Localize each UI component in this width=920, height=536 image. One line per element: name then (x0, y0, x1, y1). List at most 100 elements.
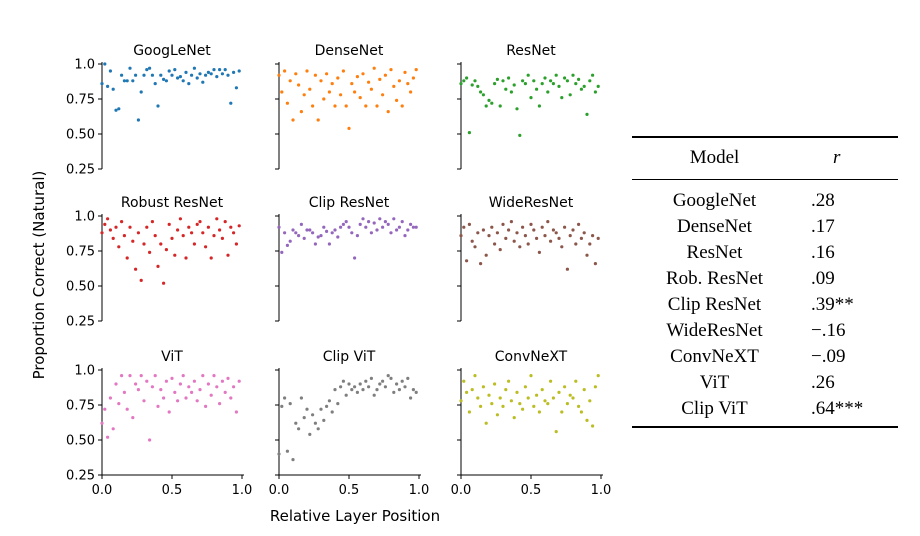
scatter-point (164, 379, 168, 383)
scatter-point (355, 390, 359, 394)
scatter-point (237, 224, 241, 228)
scatter-point (220, 72, 224, 76)
scatter-point (178, 75, 182, 79)
scatter-point (383, 220, 387, 224)
scatter-point (344, 393, 348, 397)
scatter-point (223, 68, 227, 72)
scatter-point (479, 90, 483, 94)
scatter-point (229, 101, 233, 105)
scatter-point (504, 236, 508, 240)
scatter-point (523, 234, 528, 238)
scatter-point (459, 82, 463, 86)
scatter-point (493, 82, 497, 86)
scatter-point (386, 110, 390, 114)
scatter-point (350, 388, 354, 392)
scatter-point (128, 66, 132, 70)
scatter-point (204, 404, 208, 408)
scatter-point (294, 231, 298, 235)
scatter-point (181, 79, 185, 83)
scatter-point (515, 231, 519, 235)
scatter-point (128, 374, 132, 378)
scatter-point (372, 393, 376, 397)
y-tick-label: 0.50 (66, 128, 95, 143)
scatter-point (554, 430, 558, 434)
scatter-point (316, 427, 320, 431)
scatter-point (344, 220, 348, 224)
scatter-point (305, 69, 309, 73)
panels: GoogLeNet 0.25 0.50 0.75 1.0 DenseNet ResNet Ro… (66, 43, 611, 498)
scatter-point (560, 96, 564, 100)
scatter-point (226, 253, 230, 257)
scatter-point (234, 410, 238, 414)
scatter-point (526, 242, 530, 246)
scatter-point (504, 87, 508, 91)
scatter-point (470, 83, 474, 87)
scatter-point (381, 225, 385, 229)
scatter-point (546, 90, 550, 94)
scatter-point (484, 104, 488, 108)
scatter-point (381, 379, 385, 383)
scatter-point (532, 79, 536, 83)
scatter-point (223, 220, 227, 224)
y-tick-label: 1.0 (74, 58, 95, 73)
scatter-point (125, 407, 129, 411)
scatter-point (173, 253, 177, 257)
scatter-point (336, 402, 340, 406)
scatter-point (465, 259, 469, 263)
scatter-point (148, 250, 152, 254)
scatter-point (313, 421, 317, 425)
scatter-point (299, 396, 303, 400)
correlation-table: Model r GoogleNet .28 DenseNet .17 ResNet.… (632, 136, 898, 428)
scatter-point (582, 231, 586, 235)
scatter-point (549, 239, 553, 243)
scatter-point (369, 231, 373, 235)
scatter-point (383, 73, 387, 77)
scatter-point (347, 126, 351, 130)
scatter-point (178, 382, 182, 386)
scatter-point (470, 388, 474, 392)
scatter-point (192, 379, 196, 383)
scatter-point (498, 248, 502, 252)
scatter-point (546, 402, 550, 406)
scatter-point (509, 220, 513, 224)
scatter-point (311, 413, 315, 417)
table-row: Clip ViT .64*** (632, 396, 898, 428)
scatter-point (571, 396, 575, 400)
scatter-point (103, 62, 107, 66)
scatter-point (593, 90, 598, 94)
scatter-point (232, 231, 236, 235)
scatter-point (532, 404, 536, 408)
scatter-point (120, 73, 124, 77)
scatter-point (588, 399, 592, 403)
scatter-point (543, 234, 547, 238)
table-row: ViT .26 (632, 370, 898, 396)
scatter-point (190, 73, 194, 77)
scatter-point (111, 87, 115, 91)
scatter-point (206, 70, 210, 74)
scatter-point (397, 225, 401, 229)
scatter-point (176, 399, 180, 403)
scatter-point (220, 379, 224, 383)
scatter-point (319, 79, 323, 83)
scatter-point (523, 385, 528, 389)
scatter-point (565, 402, 570, 406)
scatter-point (106, 435, 110, 439)
scatter-point (529, 222, 533, 226)
scatter-point (181, 374, 185, 378)
scatter-point (145, 68, 149, 72)
scatter-point (139, 374, 143, 378)
scatter-point (139, 278, 143, 282)
scatter-point (535, 393, 539, 397)
scatter-point (501, 404, 505, 408)
scatter-point (400, 104, 404, 108)
scatter-point (299, 110, 303, 114)
scatter-point (462, 79, 466, 83)
scatter-point (481, 228, 485, 232)
table-row: ResNet .16 (632, 240, 898, 266)
scatter-point (414, 68, 418, 72)
scatter-point (198, 72, 202, 76)
scatter-point (557, 84, 561, 88)
scatter-point (164, 248, 168, 252)
table-cell-model: Clip ViT (632, 396, 797, 428)
scatter-point (176, 228, 180, 232)
